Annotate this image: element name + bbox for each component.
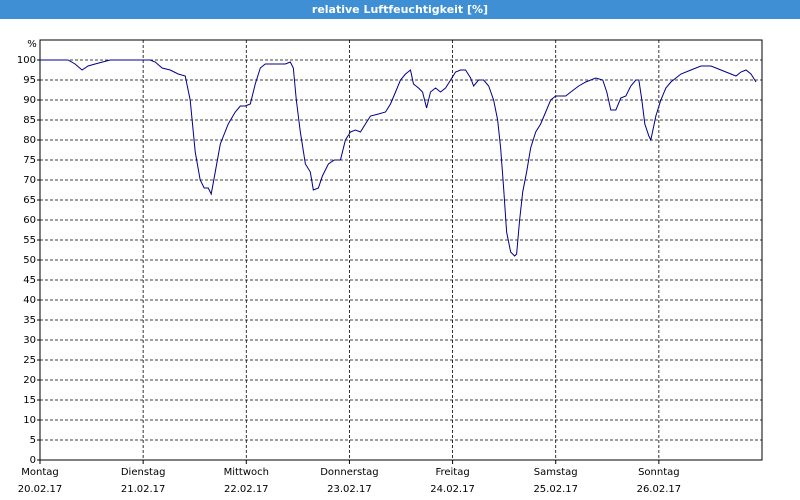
y-tick-label: 5 xyxy=(30,435,36,446)
data-line xyxy=(40,59,757,257)
y-tick-label: 45 xyxy=(23,275,36,286)
y-tick-label: 50 xyxy=(23,255,36,266)
x-tick-label: Montag xyxy=(21,467,58,478)
title-bar: relative Luftfeuchtigkeit [%] xyxy=(0,0,800,19)
x-tick-date: 24.02.17 xyxy=(430,484,475,495)
x-tick-date: 26.02.17 xyxy=(637,484,682,495)
plot-area xyxy=(39,39,763,461)
x-tick-date: 20.02.17 xyxy=(18,484,63,495)
x-tick-date: 23.02.17 xyxy=(327,484,372,495)
y-tick-label: 60 xyxy=(23,215,36,226)
x-tick-label: Donnerstag xyxy=(320,467,378,478)
y-tick-label: 15 xyxy=(23,395,36,406)
y-tick-label: 95 xyxy=(23,75,36,86)
y-tick-label: 20 xyxy=(23,375,36,386)
y-tick-label: 80 xyxy=(23,135,36,146)
x-tick-date: 25.02.17 xyxy=(533,484,578,495)
y-tick-label: 10 xyxy=(23,415,36,426)
y-tick-label: 65 xyxy=(23,195,36,206)
y-tick-label: 100 xyxy=(17,55,36,66)
y-tick-label: 0 xyxy=(30,455,36,466)
x-tick-date: 21.02.17 xyxy=(121,484,166,495)
y-tick-label: 30 xyxy=(23,335,36,346)
y-tick-label: 25 xyxy=(23,355,36,366)
x-tick-label: Dienstag xyxy=(121,467,166,478)
y-tick-label: 70 xyxy=(23,175,36,186)
y-tick-label: 40 xyxy=(23,295,36,306)
x-tick-label: Sonntag xyxy=(638,467,680,478)
x-tick-label: Freitag xyxy=(435,467,469,478)
x-tick-label: Samstag xyxy=(534,467,578,478)
y-tick-label: 75 xyxy=(23,155,36,166)
y-axis-label: % xyxy=(27,39,37,50)
x-tick-date: 22.02.17 xyxy=(224,484,269,495)
y-tick-label: 55 xyxy=(23,235,36,246)
x-tick-label: Mittwoch xyxy=(224,467,269,478)
y-tick-label: 35 xyxy=(23,315,36,326)
y-tick-label: 90 xyxy=(23,95,36,106)
y-tick-label: 85 xyxy=(23,115,36,126)
